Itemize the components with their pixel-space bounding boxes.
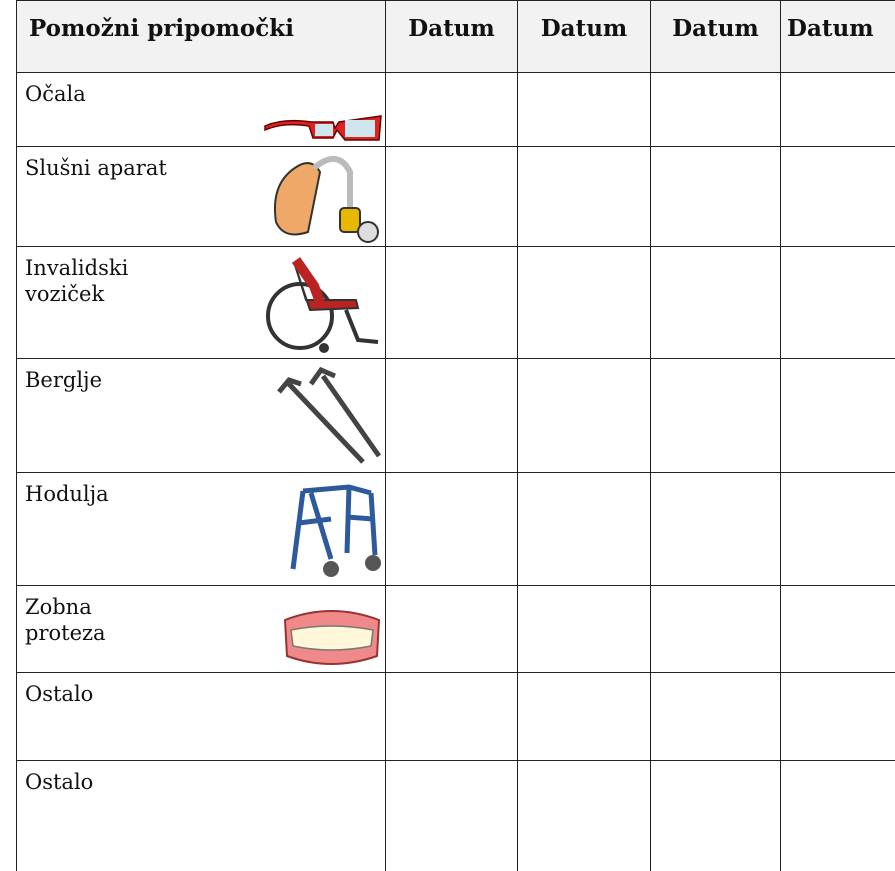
row-label: Slušni aparat [25,156,167,180]
header-cell: Pomožni pripomočki [16,0,386,73]
row-label: Zobna proteza [25,595,106,645]
hearing-aid-icon [274,156,379,243]
glasses-icon [264,115,382,141]
header-cell: Datum [385,0,518,73]
row-label: Ostalo [25,682,94,706]
header-cell: Datum [517,0,651,73]
walker-icon [290,484,381,577]
wheelchair-icon [266,257,379,353]
dentures-icon [283,610,381,665]
crutches-icon [277,366,382,464]
row-label: Hodulja [25,482,109,506]
row-label: Berglje [25,368,102,392]
row-label: Ostalo [25,770,94,794]
header-cell: Datum [780,0,895,73]
row-label: Očala [25,82,86,106]
aids-table: Pomožni pripomočki Datum Datum Datum Dat… [16,0,895,871]
header-cell: Datum [650,0,781,73]
row-label: Invalidski voziček [25,256,129,306]
